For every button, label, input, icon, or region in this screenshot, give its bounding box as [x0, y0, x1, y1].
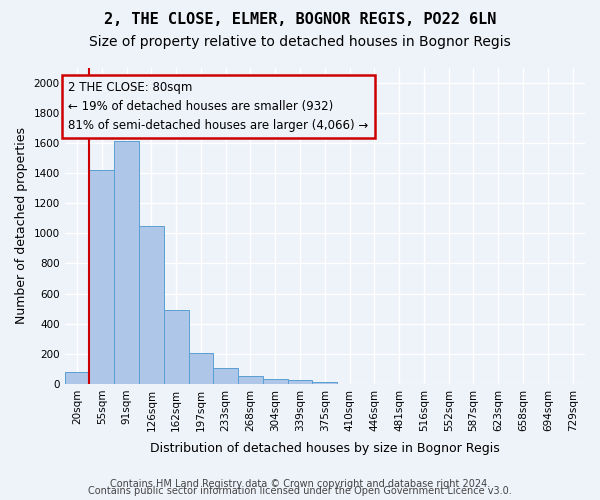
Text: Contains public sector information licensed under the Open Government Licence v3: Contains public sector information licen… — [88, 486, 512, 496]
Text: 2, THE CLOSE, ELMER, BOGNOR REGIS, PO22 6LN: 2, THE CLOSE, ELMER, BOGNOR REGIS, PO22 … — [104, 12, 496, 28]
X-axis label: Distribution of detached houses by size in Bognor Regis: Distribution of detached houses by size … — [150, 442, 500, 455]
Bar — [164, 310, 188, 384]
Y-axis label: Number of detached properties: Number of detached properties — [15, 127, 28, 324]
Bar — [89, 170, 114, 384]
Bar — [313, 382, 337, 384]
Bar — [287, 380, 313, 384]
Text: 2 THE CLOSE: 80sqm
← 19% of detached houses are smaller (932)
81% of semi-detach: 2 THE CLOSE: 80sqm ← 19% of detached hou… — [68, 81, 368, 132]
Bar — [238, 376, 263, 384]
Bar — [139, 226, 164, 384]
Bar — [214, 368, 238, 384]
Text: Size of property relative to detached houses in Bognor Regis: Size of property relative to detached ho… — [89, 35, 511, 49]
Bar — [263, 378, 287, 384]
Bar — [188, 353, 214, 384]
Bar — [114, 142, 139, 384]
Bar — [65, 372, 89, 384]
Text: Contains HM Land Registry data © Crown copyright and database right 2024.: Contains HM Land Registry data © Crown c… — [110, 479, 490, 489]
